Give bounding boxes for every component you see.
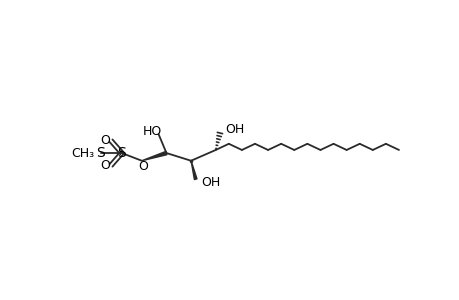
Polygon shape [190,161,196,179]
Text: HO: HO [143,124,162,137]
Text: CH₃: CH₃ [72,146,95,160]
Text: S: S [95,146,104,160]
Text: O: O [100,134,110,147]
Text: OH: OH [201,176,220,189]
Text: O: O [100,159,110,172]
Text: O: O [138,160,148,172]
Text: S: S [117,146,126,160]
Text: OH: OH [225,123,245,136]
Polygon shape [141,152,167,161]
